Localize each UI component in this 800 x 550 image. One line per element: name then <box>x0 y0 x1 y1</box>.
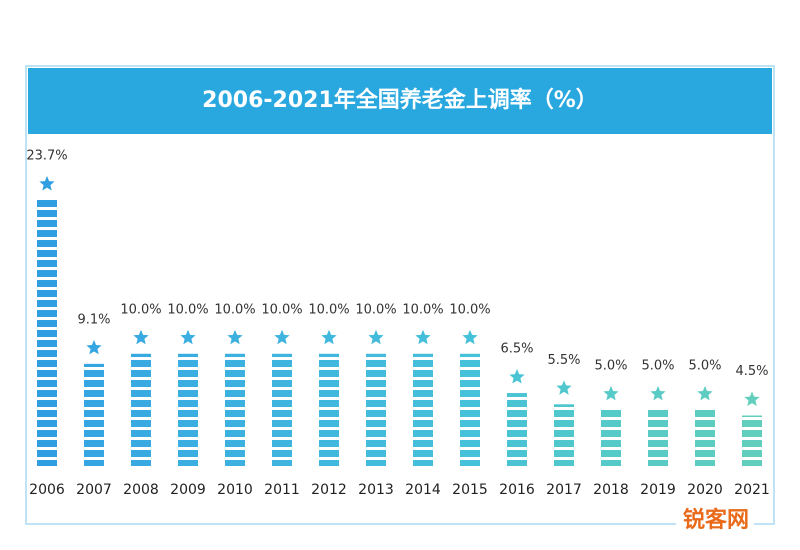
star <box>462 329 478 345</box>
x-tick-label: 2021 <box>734 482 770 498</box>
bar <box>131 353 151 466</box>
value-label: 4.5% <box>735 364 768 379</box>
x-tick-label: 2018 <box>593 482 629 498</box>
star <box>39 176 55 191</box>
watermark: 锐客网 <box>683 507 749 533</box>
x-tick-label: 2019 <box>640 482 676 498</box>
star <box>321 329 337 345</box>
bar <box>225 353 245 466</box>
star <box>274 329 290 345</box>
bar <box>178 353 198 466</box>
x-tick-label: 2017 <box>546 482 582 498</box>
star <box>509 369 525 384</box>
x-tick-label: 2014 <box>405 482 441 498</box>
value-label: 10.0% <box>402 302 443 317</box>
x-tick-label: 2012 <box>311 482 347 498</box>
bar <box>37 200 57 466</box>
bar <box>554 404 574 466</box>
value-label: 10.0% <box>167 302 208 317</box>
star <box>697 385 713 401</box>
value-label: 9.1% <box>77 312 110 327</box>
value-label: 5.0% <box>688 358 721 373</box>
x-tick-label: 2007 <box>76 482 112 498</box>
star <box>227 329 243 345</box>
star <box>86 339 102 355</box>
bar <box>84 363 104 466</box>
star <box>744 391 760 406</box>
watermark-bg <box>676 506 754 536</box>
star <box>650 385 666 401</box>
value-label: 10.0% <box>214 302 255 317</box>
bar <box>742 415 762 466</box>
value-label: 5.0% <box>641 358 674 373</box>
x-tick-label: 2011 <box>264 482 300 498</box>
x-tick-label: 2013 <box>358 482 394 498</box>
title-band <box>28 68 772 134</box>
frame <box>25 65 775 525</box>
value-label: 5.0% <box>594 358 627 373</box>
bar <box>648 409 668 466</box>
x-tick-label: 2008 <box>123 482 159 498</box>
value-label: 10.0% <box>355 302 396 317</box>
star <box>603 385 619 401</box>
star <box>556 380 572 395</box>
value-label: 10.0% <box>261 302 302 317</box>
value-label: 6.5% <box>500 342 533 357</box>
x-tick-label: 2016 <box>499 482 535 498</box>
bar <box>460 353 480 466</box>
bar <box>695 409 715 466</box>
x-tick-label: 2010 <box>217 482 253 498</box>
x-tick-label: 2006 <box>29 482 65 498</box>
chart-title: 2006-2021年全国养老金上调率（%） <box>202 87 598 113</box>
bar <box>366 353 386 466</box>
bar <box>272 353 292 466</box>
x-tick-label: 2020 <box>687 482 723 498</box>
bar <box>601 409 621 466</box>
value-label: 23.7% <box>26 149 67 164</box>
star <box>368 329 384 345</box>
bar <box>319 353 339 466</box>
x-tick-label: 2009 <box>170 482 206 498</box>
star <box>415 329 431 345</box>
star <box>180 329 196 345</box>
value-label: 5.5% <box>547 353 580 368</box>
value-label: 10.0% <box>449 302 490 317</box>
star <box>133 329 149 345</box>
value-label: 10.0% <box>120 302 161 317</box>
bar <box>507 393 527 466</box>
value-label: 10.0% <box>308 302 349 317</box>
bar <box>413 353 433 466</box>
x-tick-label: 2015 <box>452 482 488 498</box>
